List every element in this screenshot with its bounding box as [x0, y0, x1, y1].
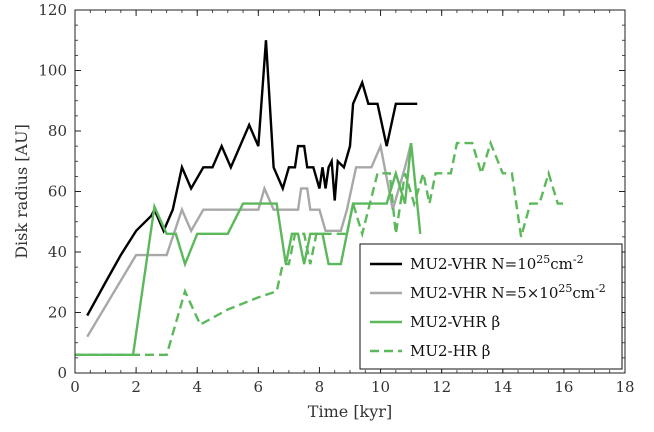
- x-tick-label: 6: [254, 378, 264, 396]
- legend-label-4: MU2-HR β: [410, 342, 490, 360]
- x-tick-label: 18: [615, 378, 634, 396]
- x-tick-label: 10: [371, 378, 390, 396]
- legend: MU2-VHR N=1025cm-2 MU2-VHR N=5×1025cm-2 MU…: [359, 243, 623, 370]
- legend-label-3: MU2-VHR β: [410, 313, 500, 331]
- y-axis-title: Disk radius [AU]: [12, 124, 31, 259]
- y-tick-label: 60: [48, 183, 67, 201]
- x-tick-label: 4: [192, 378, 202, 396]
- series-line-2: [86, 142, 413, 338]
- legend-box: [359, 243, 623, 370]
- series-layer: [75, 40, 564, 357]
- y-tick-label: 120: [38, 1, 67, 19]
- x-axis-title: Time [kyr]: [308, 402, 392, 421]
- y-tick-label: 100: [38, 62, 67, 80]
- x-tick-label: 2: [131, 378, 141, 396]
- y-tick-label: 0: [57, 364, 67, 382]
- series-line-3: [75, 142, 422, 357]
- x-tick-label: 16: [554, 378, 573, 396]
- y-tick-label: 80: [48, 122, 67, 140]
- y-tick-label: 20: [48, 304, 67, 322]
- legend-label-1: MU2-VHR N=1025cm-2: [410, 253, 584, 273]
- y-tick-label: 40: [48, 243, 67, 261]
- series-line-1: [86, 40, 418, 317]
- x-tick-label: 0: [70, 378, 80, 396]
- axes: 0 2 4 6 8 10 12 14 16 18 0 20 40 60 80 100 120 Time [kyr]…: [12, 1, 635, 421]
- x-tick-label: 12: [432, 378, 451, 396]
- x-tick-label: 14: [493, 378, 512, 396]
- legend-label-2: MU2-VHR N=5×1025cm-2: [410, 282, 606, 302]
- x-tick-label: 8: [315, 378, 325, 396]
